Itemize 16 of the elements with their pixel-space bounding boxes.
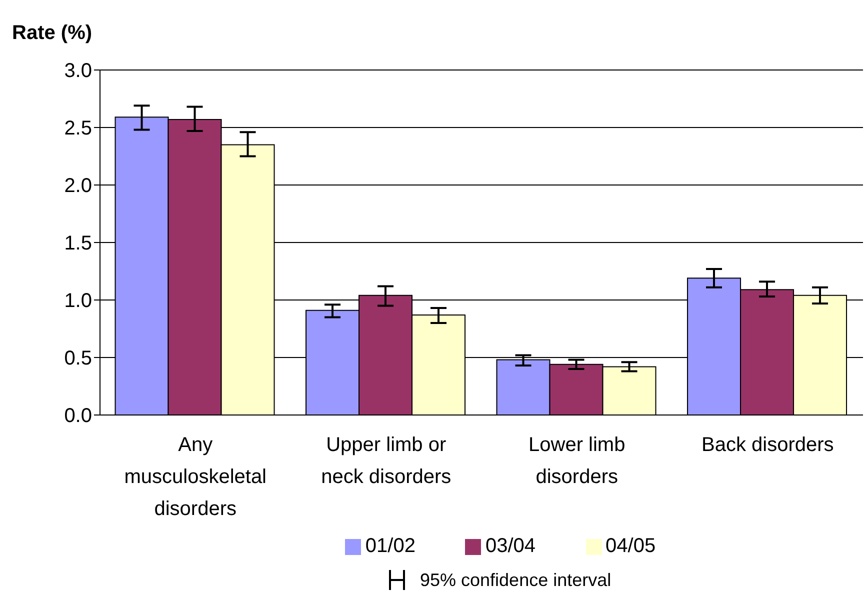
y-tick-label: 3.0 [64,60,92,82]
legend-label: 03/04 [485,535,536,557]
y-tick-label: 0.0 [64,405,92,428]
x-tick-label: Lower limb disorders [528,434,626,488]
y-tick-label: 0.5 [64,348,92,370]
y-tick-label: 1.0 [64,290,92,312]
x-tick-label: Back disorders [701,434,834,456]
text: 95% confidence interval [420,570,612,590]
x-tick-label: Upper limb or neck disorders [321,434,452,488]
y-tick-label: 2.0 [64,175,92,198]
y-axis-title: Rate (%) [12,22,92,45]
y-tick-label: 1.5 [64,232,92,255]
legend-label: 01/02 [365,535,416,557]
x-tick-label: Any musculoskeletal disorders [124,434,267,520]
y-tick-label: 2.5 [64,118,92,140]
legend-label: 04/05 [606,535,656,557]
